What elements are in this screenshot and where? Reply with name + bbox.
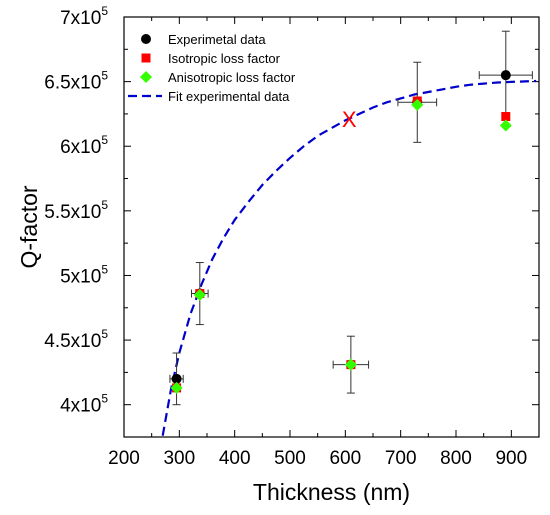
x-tick-label: 200 — [108, 448, 140, 469]
x-tick-label: 800 — [440, 448, 472, 469]
x-tick-label: 700 — [385, 448, 417, 469]
anisotropic-loss-point — [344, 358, 357, 371]
fit-curve — [161, 79, 537, 436]
x-tick-label: 500 — [274, 448, 306, 469]
isotropic-loss-point — [501, 112, 511, 122]
y-tick-label: 7x105 — [60, 4, 108, 29]
y-tick-label: 6.5x105 — [44, 69, 108, 94]
y-tick-label: 6x105 — [60, 133, 108, 158]
legend-label: Anisotropic loss factor — [168, 70, 296, 85]
x-axis-title: Thickness (nm) — [253, 479, 410, 505]
x-tick-label: 900 — [495, 448, 527, 469]
legend-marker-circle — [141, 34, 151, 44]
legend-marker-diamond — [140, 71, 152, 83]
experimental-data-point — [500, 70, 511, 81]
y-axis-title: Q-factor — [16, 185, 42, 268]
anisotropic-loss-point — [499, 119, 512, 132]
anisotropic-loss-point — [411, 98, 424, 111]
legend-label: Fit experimental data — [168, 89, 290, 104]
y-tick-label: 5x105 — [60, 262, 108, 287]
legend-label: Experimetal data — [168, 32, 266, 47]
anisotropic-loss-point — [170, 381, 183, 394]
anisotropic-loss-point — [193, 288, 206, 301]
legend-marker-square — [141, 53, 151, 63]
x-tick-label: 600 — [329, 448, 361, 469]
y-tick-label: 4x105 — [60, 392, 108, 417]
legend-label: Isotropic loss factor — [168, 51, 281, 66]
x-tick-label: 400 — [219, 448, 251, 469]
experimental-data-point — [171, 373, 182, 384]
x-tick-label: 300 — [163, 448, 195, 469]
y-tick-label: 5.5x105 — [44, 198, 108, 223]
annotation-x-marker: X — [342, 107, 357, 132]
plot-frame — [123, 16, 540, 438]
y-tick-label: 4.5x105 — [44, 327, 108, 352]
